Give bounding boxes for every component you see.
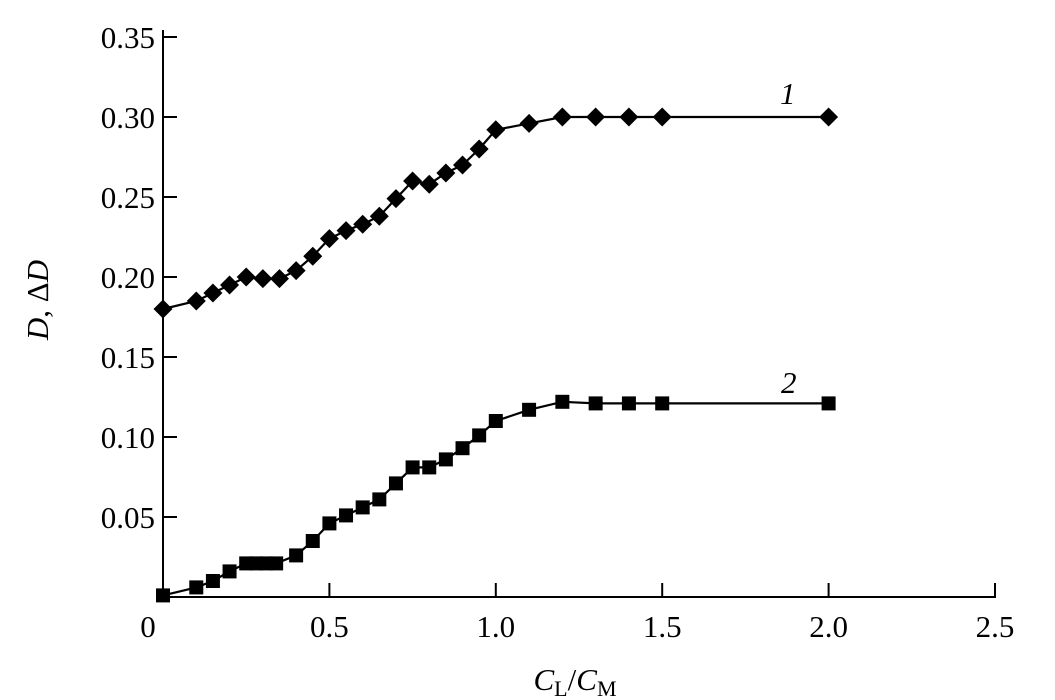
data-point <box>405 460 420 475</box>
y-tick-label: 0.20 <box>101 260 155 295</box>
data-point <box>386 189 406 209</box>
data-point <box>222 564 237 579</box>
data-point <box>372 492 387 507</box>
data-point <box>203 283 223 303</box>
series <box>153 107 839 603</box>
y-tick-label: 0.15 <box>101 340 155 375</box>
data-point <box>519 113 539 133</box>
data-point <box>619 107 639 127</box>
data-point <box>303 246 323 266</box>
data-point <box>236 267 256 287</box>
data-point <box>353 214 373 234</box>
data-point <box>422 460 437 475</box>
x-tick-label: 0.5 <box>310 609 349 644</box>
data-point <box>455 441 470 456</box>
x-label-s2: M <box>597 676 617 700</box>
data-point <box>388 476 403 491</box>
x-label-s1: L <box>554 676 567 700</box>
data-point <box>486 120 506 140</box>
ticks: 0 0.5 1.0 1.5 2.0 2.5 0.05 0.10 0.15 0.20 0.25 0.30… <box>101 20 1015 644</box>
data-point <box>253 269 273 289</box>
x-tick-label: 0 <box>140 609 156 644</box>
y-tick-label: 0.10 <box>101 420 155 455</box>
axes <box>162 30 996 598</box>
data-point <box>472 428 487 443</box>
y-label-d1: D <box>20 318 55 341</box>
data-point <box>419 174 439 194</box>
y-label-sep: , Δ <box>20 282 55 317</box>
x-axis-label: CL/CM <box>533 662 616 700</box>
data-point <box>655 396 670 411</box>
data-point <box>652 107 672 127</box>
x-label-c2: C <box>576 662 597 697</box>
data-point <box>369 206 389 226</box>
data-point <box>552 107 572 127</box>
data-point <box>289 548 304 563</box>
data-point <box>205 574 220 588</box>
data-point <box>305 534 320 548</box>
data-point <box>453 155 473 175</box>
data-point <box>586 107 606 127</box>
data-point <box>322 516 337 531</box>
data-point <box>186 291 206 311</box>
series-label-2: 2 <box>781 365 797 400</box>
data-point <box>269 269 289 289</box>
series-2 <box>156 394 836 603</box>
y-label-d2: D <box>20 260 55 283</box>
data-point <box>469 139 489 159</box>
data-point <box>220 275 240 295</box>
y-tick-label: 0.30 <box>101 100 155 135</box>
data-point <box>355 500 370 515</box>
data-point <box>286 261 306 281</box>
data-point <box>153 299 173 319</box>
y-axis-label: D, ΔD <box>20 260 55 341</box>
data-point <box>189 580 204 595</box>
y-tick-label: 0.05 <box>101 500 155 535</box>
x-tick-label: 2.5 <box>976 609 1015 644</box>
data-point <box>403 171 423 191</box>
data-point <box>821 396 836 411</box>
data-point <box>319 229 339 249</box>
data-point <box>156 588 170 603</box>
data-point <box>336 221 356 241</box>
series-1 <box>153 107 839 319</box>
x-label-sep: / <box>568 662 577 697</box>
x-label-c1: C <box>533 662 554 697</box>
data-point <box>438 452 453 467</box>
data-point <box>522 402 537 417</box>
data-point <box>588 396 603 411</box>
data-point <box>819 107 839 127</box>
data-point <box>436 163 456 183</box>
y-tick-label: 0.35 <box>101 20 155 55</box>
x-tick-label: 1.5 <box>643 609 682 644</box>
data-point <box>488 414 503 428</box>
y-tick-label: 0.25 <box>101 180 155 215</box>
series-label-1: 1 <box>780 76 796 111</box>
data-point <box>339 508 354 523</box>
x-tick-label: 1.0 <box>476 609 515 644</box>
data-point <box>621 396 636 411</box>
x-tick-label: 2.0 <box>809 609 848 644</box>
data-point <box>555 394 570 409</box>
data-point <box>269 556 284 571</box>
